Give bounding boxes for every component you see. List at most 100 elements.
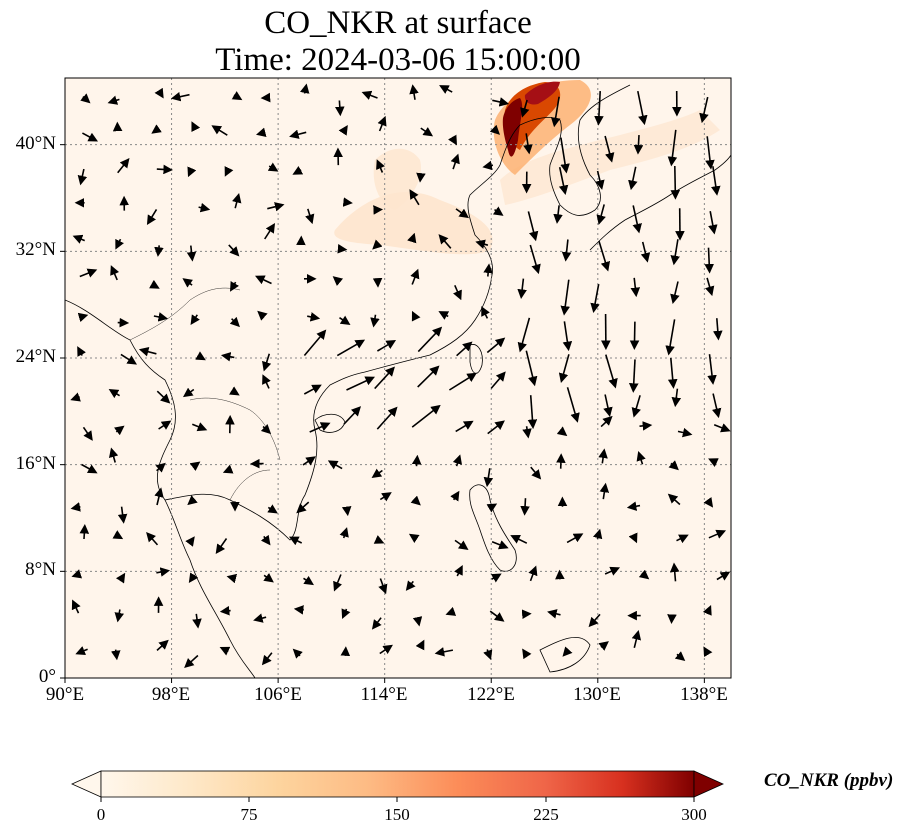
wind-arrow (371, 617, 382, 630)
wind-arrow (486, 337, 506, 354)
wind-arrow (107, 95, 120, 105)
wind-arrow (75, 646, 88, 656)
wind-arrow (309, 422, 331, 433)
wind-arrow (481, 306, 490, 319)
wind-arrow (630, 277, 641, 298)
wind-arrow (670, 239, 680, 266)
wind-arrow (631, 629, 642, 648)
colorbar-label: CO_NKR (ppbv) (764, 770, 894, 791)
wind-arrow (450, 153, 460, 170)
wind-arrow (492, 206, 504, 216)
wind-arrow (154, 245, 164, 257)
x-tick-label: 106°E (254, 684, 302, 705)
wind-arrow (598, 448, 608, 464)
wind-arrow (475, 239, 489, 249)
wind-arrow (305, 208, 315, 225)
wind-arrow (667, 129, 678, 167)
wind-arrow (378, 578, 388, 595)
wind-arrow (453, 284, 462, 301)
wind-arrow (562, 646, 573, 657)
wind-arrow (637, 90, 648, 126)
wind-arrow (417, 365, 440, 388)
wind-arrow (336, 339, 366, 357)
wind-arrow (598, 240, 611, 272)
y-tick-label: 32°N (15, 239, 56, 260)
colorbar-min-extension (71, 770, 102, 798)
wind-arrow (674, 651, 686, 662)
wind-arrow (371, 468, 383, 479)
wind-arrow (296, 501, 310, 514)
co-plume-peak-north (524, 81, 560, 105)
wind-arrow (628, 359, 639, 393)
wind-arrow (517, 278, 527, 299)
wind-arrow (605, 354, 618, 389)
wind-arrow (182, 387, 195, 398)
wind-arrow (342, 197, 353, 207)
wind-arrow (77, 168, 88, 186)
wind-arrow (300, 83, 310, 94)
y-tick-label: 0° (38, 666, 56, 687)
wind-arrow (452, 454, 462, 467)
wind-arrow (215, 538, 228, 555)
colorbar-ticks (100, 797, 695, 802)
wind-arrow (560, 279, 571, 316)
wind-arrow (588, 613, 601, 628)
wind-arrow (253, 613, 267, 623)
colorbar-gradient (100, 770, 695, 798)
wind-arrow (219, 605, 231, 616)
wind-arrow (633, 135, 644, 155)
wind-arrow (190, 314, 200, 325)
wind-arrow (211, 125, 228, 136)
wind-arrow (492, 97, 510, 107)
wind-arrow (708, 458, 719, 467)
wind-arrow (229, 316, 240, 328)
wind-arrow (409, 84, 419, 100)
wind-arrow (486, 503, 498, 513)
wind-arrow (292, 165, 304, 175)
wind-arrow (303, 575, 314, 586)
wind-arrow (705, 136, 715, 170)
wind-arrow (590, 283, 600, 313)
wind-arrow (409, 189, 420, 206)
colorbar-tick-label: 0 (96, 805, 106, 824)
colorbar-tick-label: 300 (681, 805, 707, 824)
wind-arrow (558, 354, 570, 383)
wind-arrow (703, 497, 714, 508)
wind-arrow (510, 534, 528, 544)
wind-arrow (115, 572, 126, 584)
wind-arrow (120, 353, 138, 365)
wind-arrow (70, 392, 81, 402)
wind-arrow (288, 536, 303, 546)
wind-arrow (110, 649, 121, 661)
wind-arrow (668, 460, 679, 471)
wind-arrow (158, 420, 172, 430)
y-tick-label: 16°N (15, 453, 56, 474)
wind-arrow (361, 90, 378, 100)
co-haze-region-north (373, 148, 421, 210)
wind-arrow (547, 609, 561, 619)
wind-arrow (154, 487, 164, 506)
wind-arrow (415, 639, 425, 651)
wind-arrow (638, 569, 650, 580)
wind-arrow (192, 613, 202, 629)
wind-arrow (482, 160, 494, 171)
wind-arrow (483, 649, 493, 661)
wind-arrow (566, 533, 584, 544)
wind-arrow (77, 312, 89, 323)
coastlines (65, 84, 731, 678)
wind-arrow (333, 574, 343, 592)
wind-arrow (372, 239, 383, 250)
wind-arrow (410, 268, 420, 285)
wind-arrow (229, 386, 240, 396)
wind-arrow (417, 326, 443, 353)
wind-arrow (257, 310, 268, 321)
wind-arrow (708, 529, 727, 539)
wind-arrow (411, 454, 422, 467)
wind-arrow (156, 390, 171, 404)
wind-arrow (376, 339, 397, 352)
wind-arrow (553, 205, 563, 224)
wind-arrow (379, 492, 392, 502)
wind-arrow (146, 532, 159, 546)
wind-arrow (489, 610, 505, 622)
wind-arrow (454, 565, 463, 577)
